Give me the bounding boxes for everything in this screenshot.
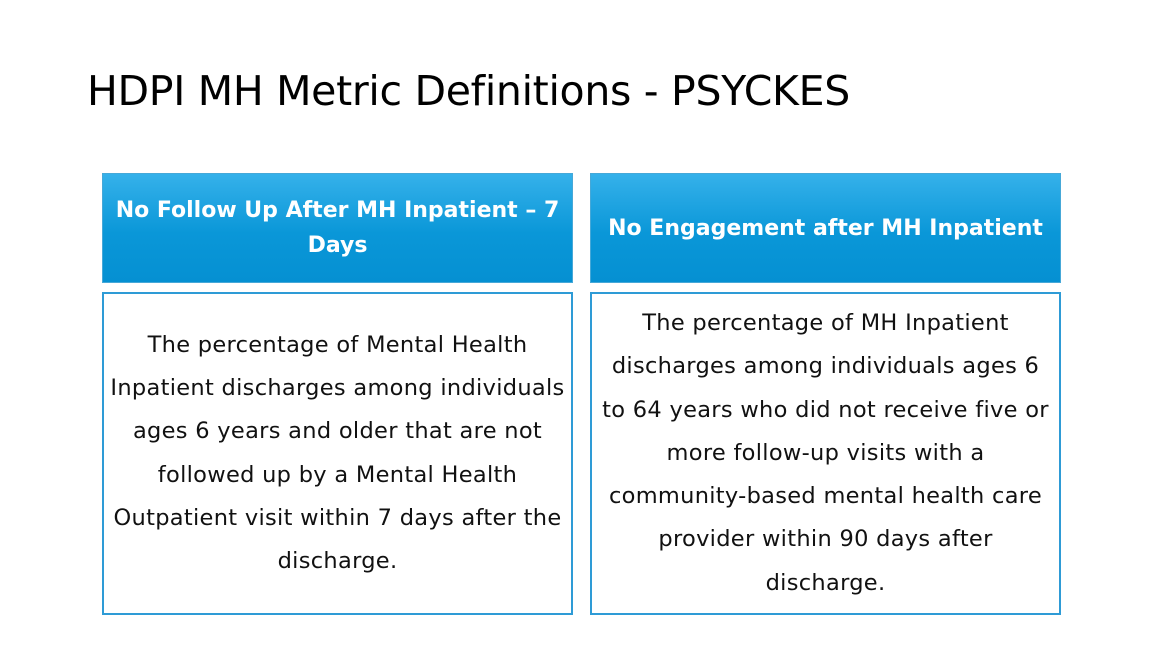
- metric-card-definition: The percentage of MH Inpatient discharge…: [590, 292, 1061, 615]
- metric-card-header: No Engagement after MH Inpatient: [590, 173, 1061, 283]
- metric-card-no-follow-up: No Follow Up After MH Inpatient – 7 Days…: [102, 173, 573, 615]
- slide-title: HDPI MH Metric Definitions - PSYCKES: [87, 67, 850, 115]
- metric-card-no-engagement: No Engagement after MH Inpatient The per…: [590, 173, 1061, 615]
- metric-card-header: No Follow Up After MH Inpatient – 7 Days: [102, 173, 573, 283]
- metric-card-definition: The percentage of Mental Health Inpatien…: [102, 292, 573, 615]
